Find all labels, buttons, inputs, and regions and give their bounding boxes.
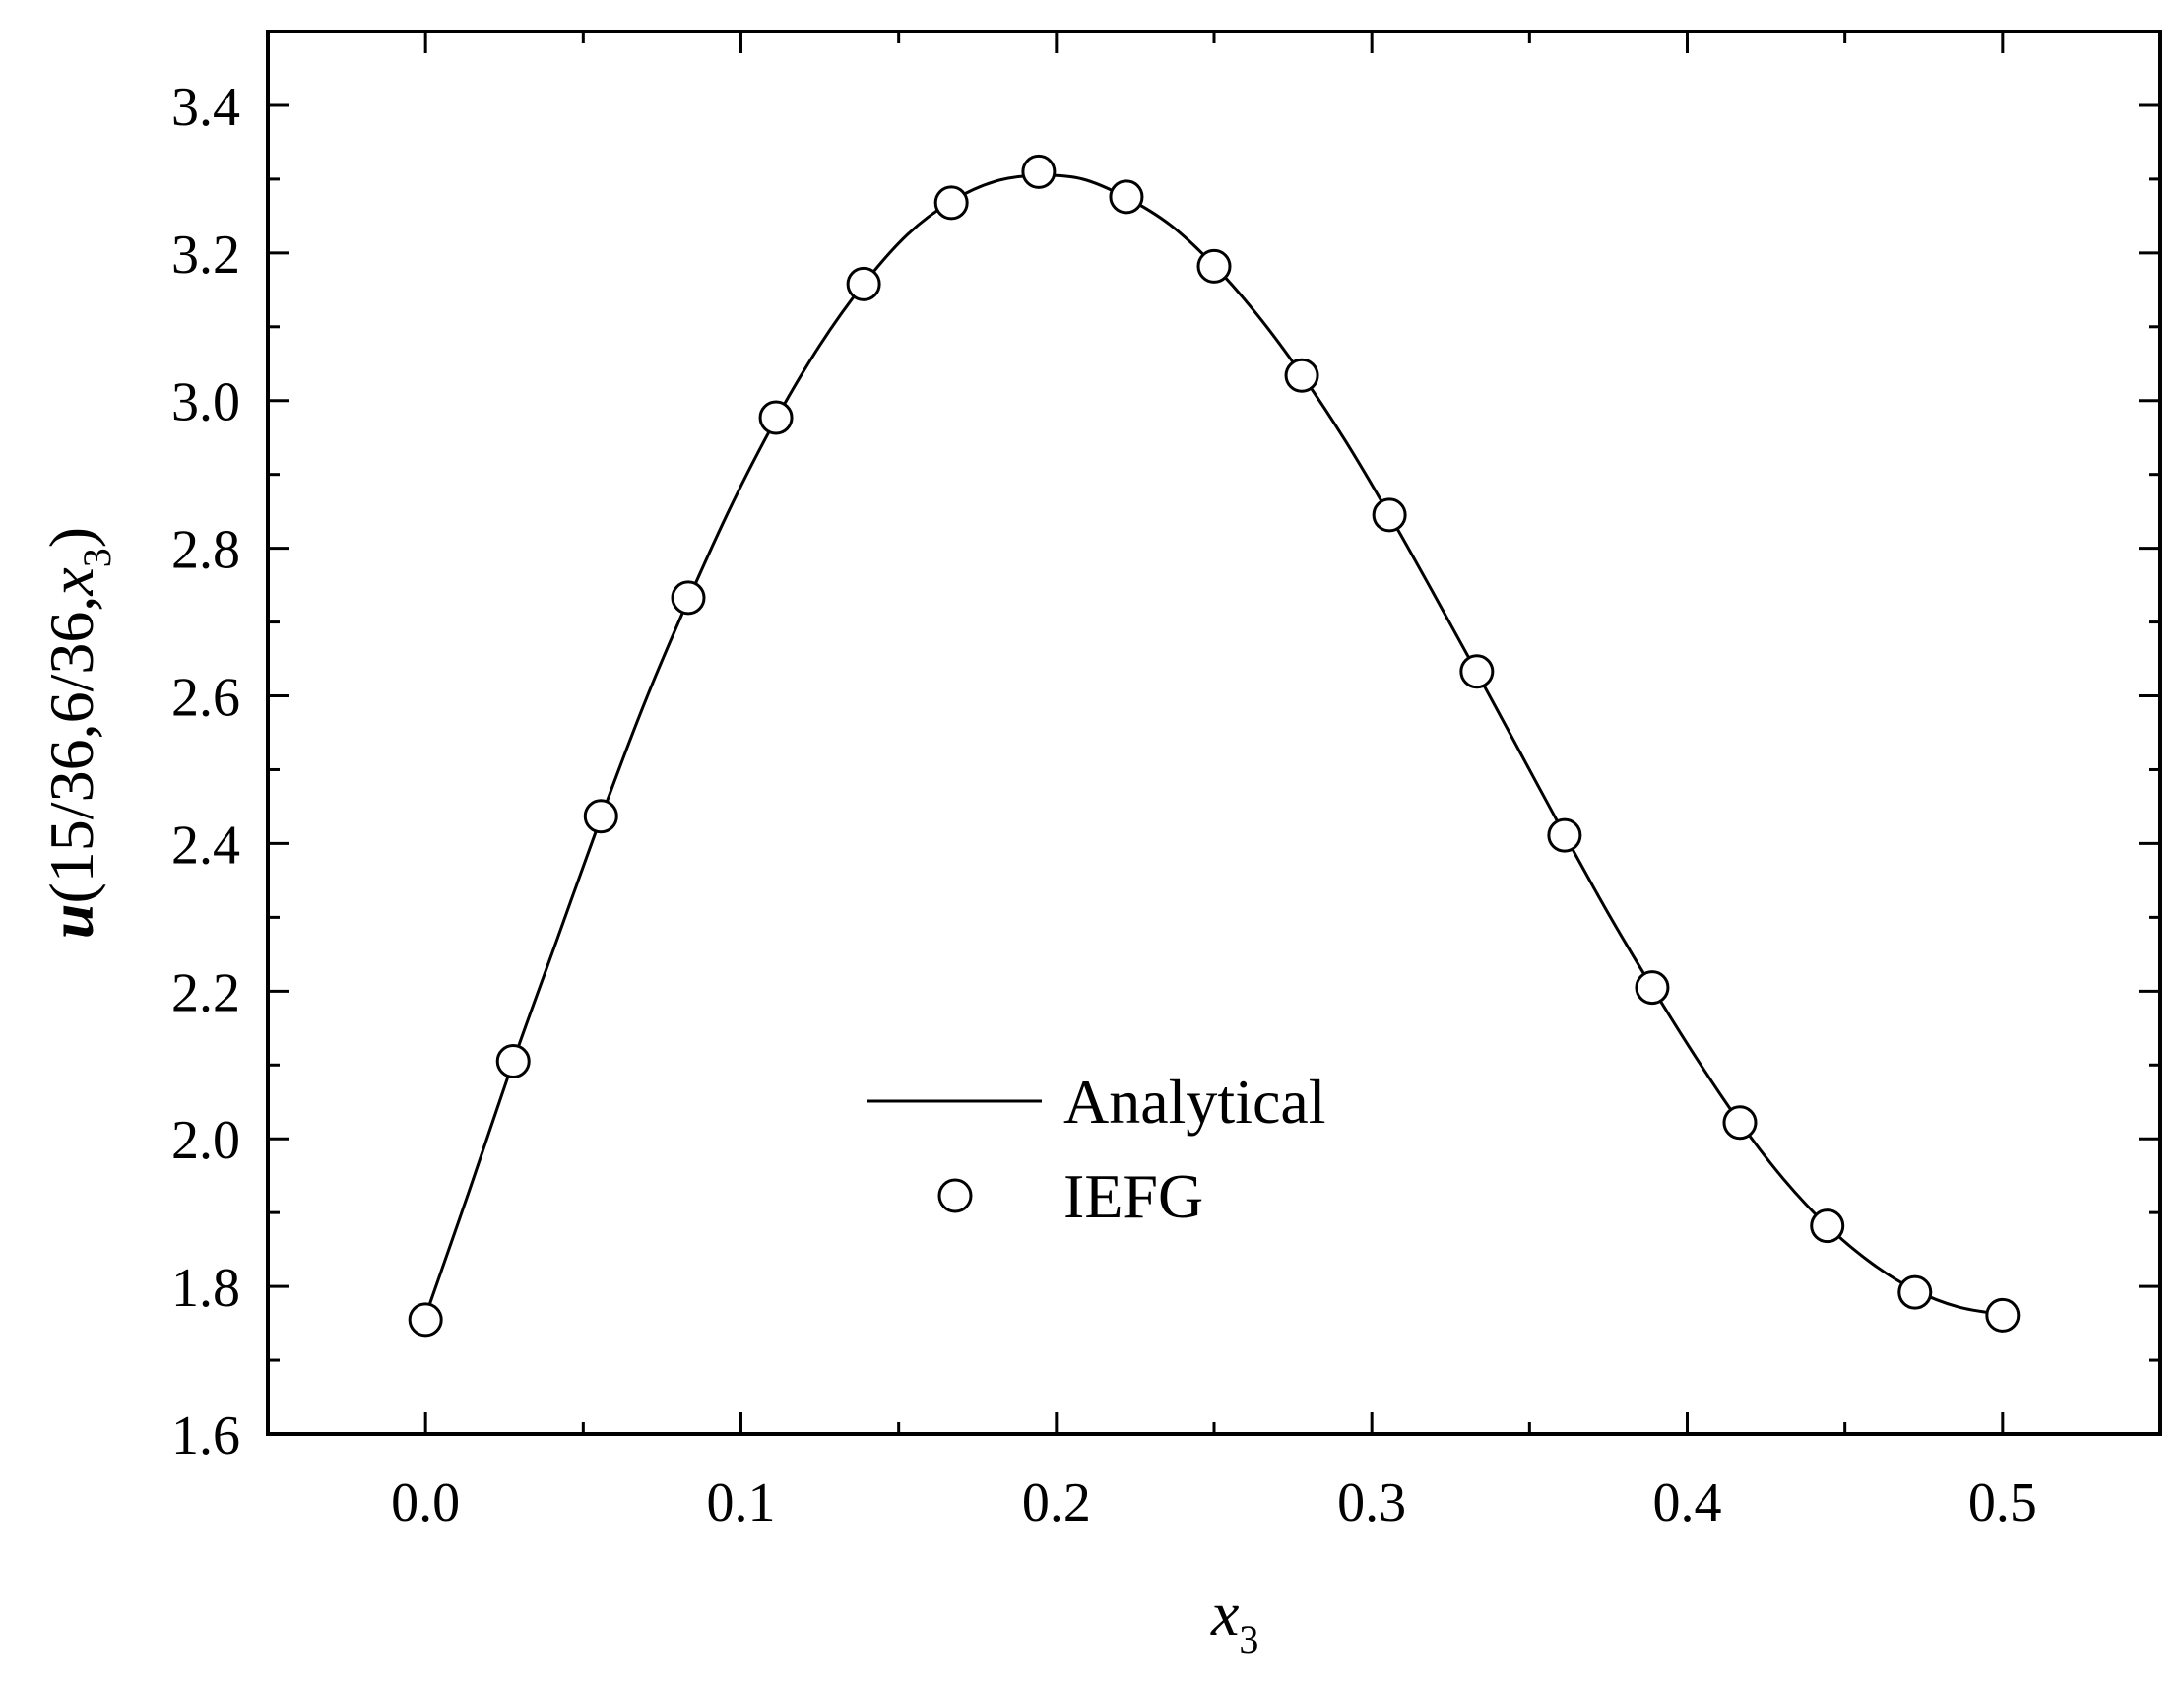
- iefg-point: [846, 266, 881, 301]
- iefg-point: [1284, 358, 1319, 393]
- iefg-point: [583, 799, 618, 834]
- iefg-point: [1196, 248, 1232, 284]
- analytical-line: [423, 173, 2004, 1317]
- y-axis-title-prefix: u: [36, 904, 106, 940]
- iefg-point: [1459, 654, 1495, 689]
- iefg-point: [495, 1044, 531, 1079]
- y-axis-title-main: (15/36,6/36,: [36, 596, 106, 904]
- legend: Analytical IEFG: [867, 1067, 1326, 1231]
- y-tick-label: 3.2: [171, 225, 240, 286]
- y-axis-title-sub: 3: [75, 548, 119, 567]
- iefg-point: [1372, 497, 1407, 533]
- axis-tick-labels: 0.0 0.1 0.2 0.3 0.4 0.5 1.6 1.8 2.0 2.2 2.4 2.6 2.8 3…: [171, 77, 2037, 1534]
- y-tick-label: 3.4: [171, 77, 240, 138]
- iefg-point: [758, 400, 794, 435]
- iefg-point: [1985, 1297, 2021, 1333]
- iefg-point: [1547, 817, 1582, 853]
- iefg-point: [933, 185, 969, 221]
- iefg-point: [1021, 154, 1057, 189]
- iefg-point: [1810, 1208, 1845, 1244]
- x-tick-label: 0.0: [391, 1472, 460, 1534]
- axis-ticks: [266, 30, 2162, 1436]
- iefg-point: [1109, 179, 1144, 215]
- legend-circle-swatch: [937, 1178, 973, 1213]
- x-axis-title: x3: [1210, 1579, 1258, 1662]
- iefg-point: [671, 580, 706, 616]
- y-tick-label: 1.8: [171, 1258, 240, 1319]
- x-tick-label: 0.4: [1653, 1472, 1722, 1534]
- y-tick-label: 2.6: [171, 668, 240, 729]
- y-tick-label: 2.4: [171, 815, 240, 876]
- x-tick-label: 0.5: [1968, 1472, 2037, 1534]
- iefg-point: [1722, 1105, 1758, 1141]
- y-axis-title-var: x: [36, 567, 106, 596]
- x-tick-label: 0.3: [1337, 1472, 1406, 1534]
- y-tick-label: 2.0: [171, 1110, 240, 1171]
- plot-frame: [266, 30, 2162, 1436]
- legend-label-analytical: Analytical: [1063, 1067, 1326, 1137]
- iefg-point: [1897, 1274, 1933, 1310]
- y-tick-label: 2.2: [171, 962, 240, 1023]
- series-points: [408, 154, 2021, 1338]
- y-tick-label: 1.6: [171, 1405, 240, 1467]
- y-axis-title-close: ): [36, 527, 106, 548]
- iefg-point: [1635, 970, 1670, 1006]
- legend-label-iefg: IEFG: [1063, 1161, 1203, 1231]
- series-lines: [423, 173, 2004, 1317]
- y-tick-label: 2.8: [171, 520, 240, 581]
- x-axis-title-sub: 3: [1239, 1617, 1258, 1662]
- y-tick-label: 3.0: [171, 372, 240, 433]
- x-tick-label: 0.2: [1022, 1472, 1091, 1534]
- y-axis-title: u(15/36,6/36,x3): [36, 527, 119, 939]
- iefg-point: [408, 1302, 443, 1338]
- x-tick-label: 0.1: [707, 1472, 776, 1534]
- x-axis-title-var: x: [1210, 1579, 1239, 1649]
